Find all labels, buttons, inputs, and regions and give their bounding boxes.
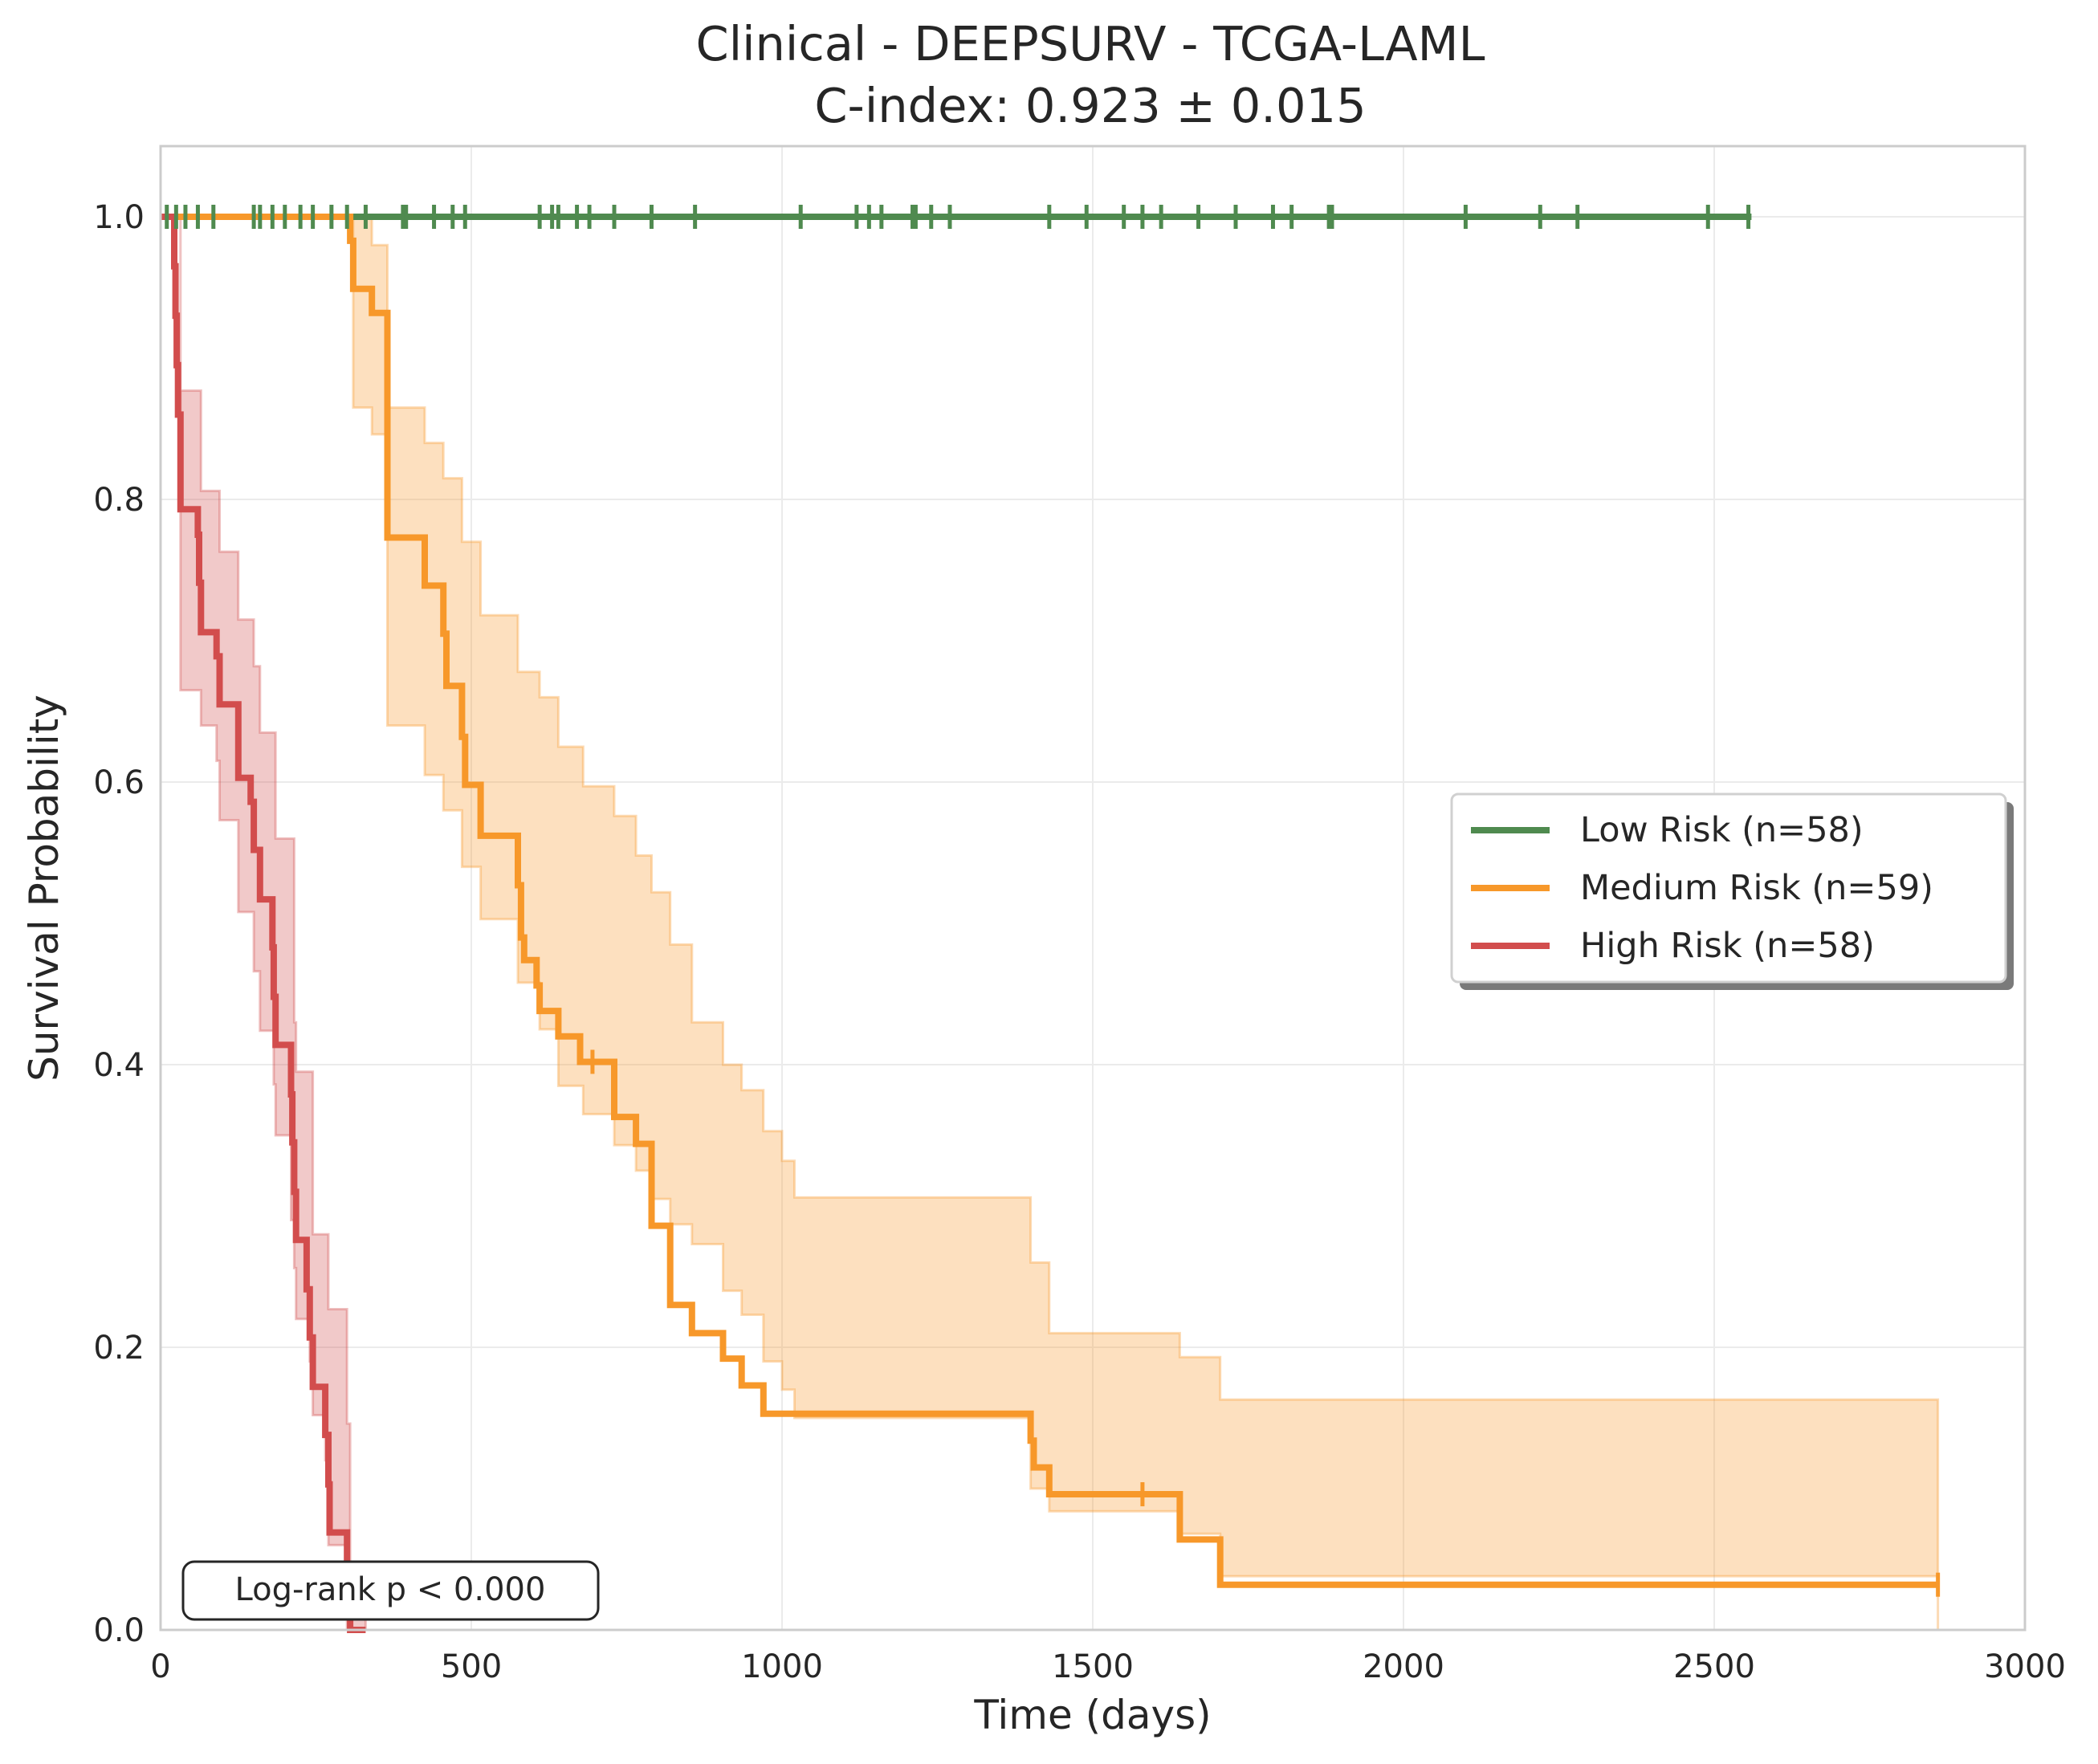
x-tick-label: 1500 — [1052, 1648, 1134, 1685]
y-tick-label: 1.0 — [93, 199, 145, 236]
y-axis-label: Survival Probability — [21, 695, 67, 1082]
y-tick-label: 0.6 — [93, 764, 145, 801]
x-tick-label: 2500 — [1673, 1648, 1755, 1685]
chart-subtitle: C-index: 0.923 ± 0.015 — [814, 78, 1366, 133]
chart-title: Clinical - DEEPSURV - TCGA-LAML — [696, 16, 1485, 71]
medium-risk-legend-label: Medium Risk (n=59) — [1580, 868, 1933, 908]
logrank-annotation: Log-rank p < 0.000 — [183, 1562, 598, 1619]
y-tick-label: 0.4 — [93, 1047, 145, 1084]
x-tick-label: 3000 — [1984, 1648, 2066, 1685]
y-tick-label: 0.8 — [93, 482, 145, 519]
low-risk-legend-label: Low Risk (n=58) — [1580, 810, 1864, 850]
x-tick-label: 2000 — [1363, 1648, 1444, 1685]
x-axis-label: Time (days) — [973, 1692, 1211, 1738]
y-tick-label: 0.2 — [93, 1330, 145, 1367]
legend: Low Risk (n=58) Medium Risk (n=59) High Ri… — [1452, 794, 2014, 990]
x-tick-label: 500 — [441, 1648, 502, 1685]
x-tick-label: 1000 — [741, 1648, 823, 1685]
x-tick-label: 0 — [150, 1648, 170, 1685]
y-tick-label: 0.0 — [93, 1612, 145, 1649]
annotation-text: Log-rank p < 0.000 — [235, 1571, 546, 1608]
high-risk-legend-label: High Risk (n=58) — [1580, 926, 1875, 966]
